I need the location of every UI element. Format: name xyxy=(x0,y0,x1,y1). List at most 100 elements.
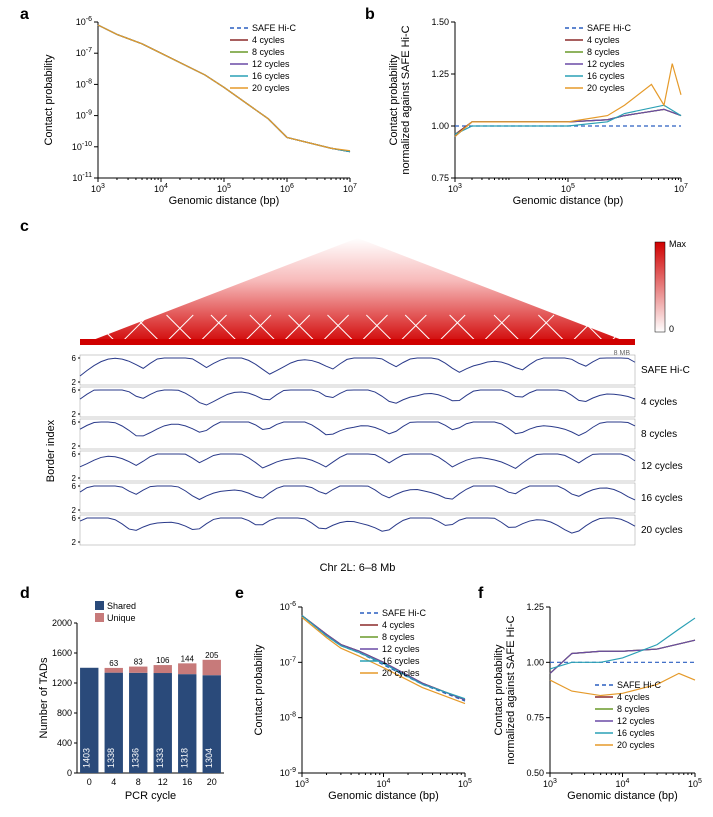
svg-text:SAFE Hi-C: SAFE Hi-C xyxy=(252,23,297,33)
svg-text:4 cycles: 4 cycles xyxy=(641,397,677,408)
panel-f: 1031041050.500.751.001.25Genomic distanc… xyxy=(490,595,705,805)
svg-text:8 cycles: 8 cycles xyxy=(382,632,415,642)
panel-f-svg: 1031041050.500.751.001.25Genomic distanc… xyxy=(490,595,705,805)
svg-text:normalized against SAFE Hi-C: normalized against SAFE Hi-C xyxy=(505,615,517,764)
panel-b: 1031051070.751.001.251.50Genomic distanc… xyxy=(385,10,695,210)
svg-text:1304: 1304 xyxy=(204,748,214,768)
svg-text:Contact probability: Contact probability xyxy=(493,644,505,736)
svg-text:20 cycles: 20 cycles xyxy=(587,83,625,93)
svg-text:12 cycles: 12 cycles xyxy=(617,716,655,726)
svg-text:10-6: 10-6 xyxy=(76,16,92,27)
svg-text:12 cycles: 12 cycles xyxy=(641,461,683,472)
svg-text:0.50: 0.50 xyxy=(526,768,544,778)
svg-text:0: 0 xyxy=(87,777,92,787)
svg-text:16 cycles: 16 cycles xyxy=(252,71,290,81)
svg-text:103: 103 xyxy=(448,183,462,194)
svg-text:16 cycles: 16 cycles xyxy=(587,71,625,81)
panel-label-c: c xyxy=(20,218,29,236)
svg-text:103: 103 xyxy=(543,778,557,789)
svg-text:6: 6 xyxy=(72,418,77,427)
panel-label-b: b xyxy=(365,6,375,24)
svg-text:1.25: 1.25 xyxy=(526,602,544,612)
svg-text:10-9: 10-9 xyxy=(280,767,296,778)
svg-text:105: 105 xyxy=(561,183,575,194)
svg-text:12: 12 xyxy=(158,777,168,787)
svg-text:normalized against SAFE Hi-C: normalized against SAFE Hi-C xyxy=(400,25,412,174)
svg-text:20 cycles: 20 cycles xyxy=(382,668,420,678)
svg-text:4 cycles: 4 cycles xyxy=(617,692,650,702)
svg-text:105: 105 xyxy=(688,778,702,789)
svg-text:144: 144 xyxy=(181,654,195,663)
svg-text:SAFE Hi-C: SAFE Hi-C xyxy=(587,23,632,33)
svg-text:20: 20 xyxy=(207,777,217,787)
svg-text:6: 6 xyxy=(72,482,77,491)
svg-text:107: 107 xyxy=(674,183,688,194)
svg-text:106: 106 xyxy=(280,183,294,194)
panel-d-svg: 0400800120016002000140301338634133683813… xyxy=(35,595,230,805)
svg-text:800: 800 xyxy=(57,708,72,718)
svg-text:205: 205 xyxy=(205,651,219,660)
svg-text:Shared: Shared xyxy=(107,601,136,611)
svg-text:16: 16 xyxy=(182,777,192,787)
svg-text:6: 6 xyxy=(72,354,77,363)
svg-text:2: 2 xyxy=(72,538,77,547)
svg-text:12 cycles: 12 cycles xyxy=(382,644,420,654)
svg-text:103: 103 xyxy=(91,183,105,194)
svg-text:1338: 1338 xyxy=(106,748,116,768)
svg-text:1.50: 1.50 xyxy=(431,17,449,27)
svg-text:10-11: 10-11 xyxy=(72,172,92,183)
svg-text:1.00: 1.00 xyxy=(431,121,449,131)
svg-text:12 cycles: 12 cycles xyxy=(587,59,625,69)
svg-text:8: 8 xyxy=(136,777,141,787)
svg-text:20 cycles: 20 cycles xyxy=(617,740,655,750)
svg-text:16 cycles: 16 cycles xyxy=(617,728,655,738)
panel-a: 10310410510610710-1110-1010-910-810-710-… xyxy=(40,10,360,210)
svg-text:1333: 1333 xyxy=(155,748,165,768)
svg-text:Genomic distance (bp): Genomic distance (bp) xyxy=(513,195,624,207)
svg-text:2000: 2000 xyxy=(52,618,72,628)
svg-text:4 cycles: 4 cycles xyxy=(252,35,285,45)
svg-text:1403: 1403 xyxy=(81,748,91,768)
figure: a 103 104 105 106 107 10-11 10-10 10-9 10-8 10-7 1… xyxy=(0,0,713,817)
svg-text:0: 0 xyxy=(669,324,674,334)
svg-text:0: 0 xyxy=(67,768,72,778)
svg-text:105: 105 xyxy=(458,778,472,789)
svg-text:Genomic distance (bp): Genomic distance (bp) xyxy=(169,195,280,207)
svg-text:106: 106 xyxy=(156,656,170,665)
svg-text:Contact probability: Contact probability xyxy=(388,54,400,146)
svg-text:4: 4 xyxy=(111,777,116,787)
panel-d: 0400800120016002000140301338634133683813… xyxy=(35,595,230,805)
panel-e: 10310410510-910-810-710-6Genomic distanc… xyxy=(250,595,475,805)
svg-text:10-8: 10-8 xyxy=(280,712,296,723)
svg-text:10-9: 10-9 xyxy=(76,110,92,121)
svg-text:6: 6 xyxy=(72,450,77,459)
svg-text:10-8: 10-8 xyxy=(76,78,92,89)
svg-text:SAFE Hi-C: SAFE Hi-C xyxy=(641,365,690,376)
svg-text:1318: 1318 xyxy=(179,748,189,768)
svg-text:20 cycles: 20 cycles xyxy=(252,83,290,93)
svg-text:8 cycles: 8 cycles xyxy=(587,47,620,57)
svg-text:8 cycles: 8 cycles xyxy=(617,704,650,714)
svg-text:10-7: 10-7 xyxy=(76,47,92,58)
panel-label-e: e xyxy=(235,585,244,603)
svg-text:1336: 1336 xyxy=(130,748,140,768)
panel-c: Max08 MB26SAFE Hi-C264 cycles268 cycles2… xyxy=(40,230,695,575)
svg-text:20 cycles: 20 cycles xyxy=(641,525,683,536)
svg-text:16 cycles: 16 cycles xyxy=(382,656,420,666)
panel-label-d: d xyxy=(20,585,30,603)
svg-text:10-10: 10-10 xyxy=(72,141,92,152)
panel-label-a: a xyxy=(20,6,29,24)
svg-text:1.00: 1.00 xyxy=(526,657,544,667)
panel-b-svg: 1031051070.751.001.251.50Genomic distanc… xyxy=(385,10,695,210)
svg-text:104: 104 xyxy=(616,778,630,789)
svg-text:1600: 1600 xyxy=(52,648,72,658)
svg-text:107: 107 xyxy=(343,183,357,194)
svg-text:1.25: 1.25 xyxy=(431,69,449,79)
svg-text:Unique: Unique xyxy=(107,613,136,623)
svg-text:6: 6 xyxy=(72,386,77,395)
svg-text:PCR cycle: PCR cycle xyxy=(125,790,176,802)
svg-text:Number of TADs: Number of TADs xyxy=(38,657,50,738)
panel-e-svg: 10310410510-910-810-710-6Genomic distanc… xyxy=(250,595,475,805)
svg-text:Genomic distance (bp): Genomic distance (bp) xyxy=(328,790,439,802)
svg-text:SAFE Hi-C: SAFE Hi-C xyxy=(382,608,427,618)
